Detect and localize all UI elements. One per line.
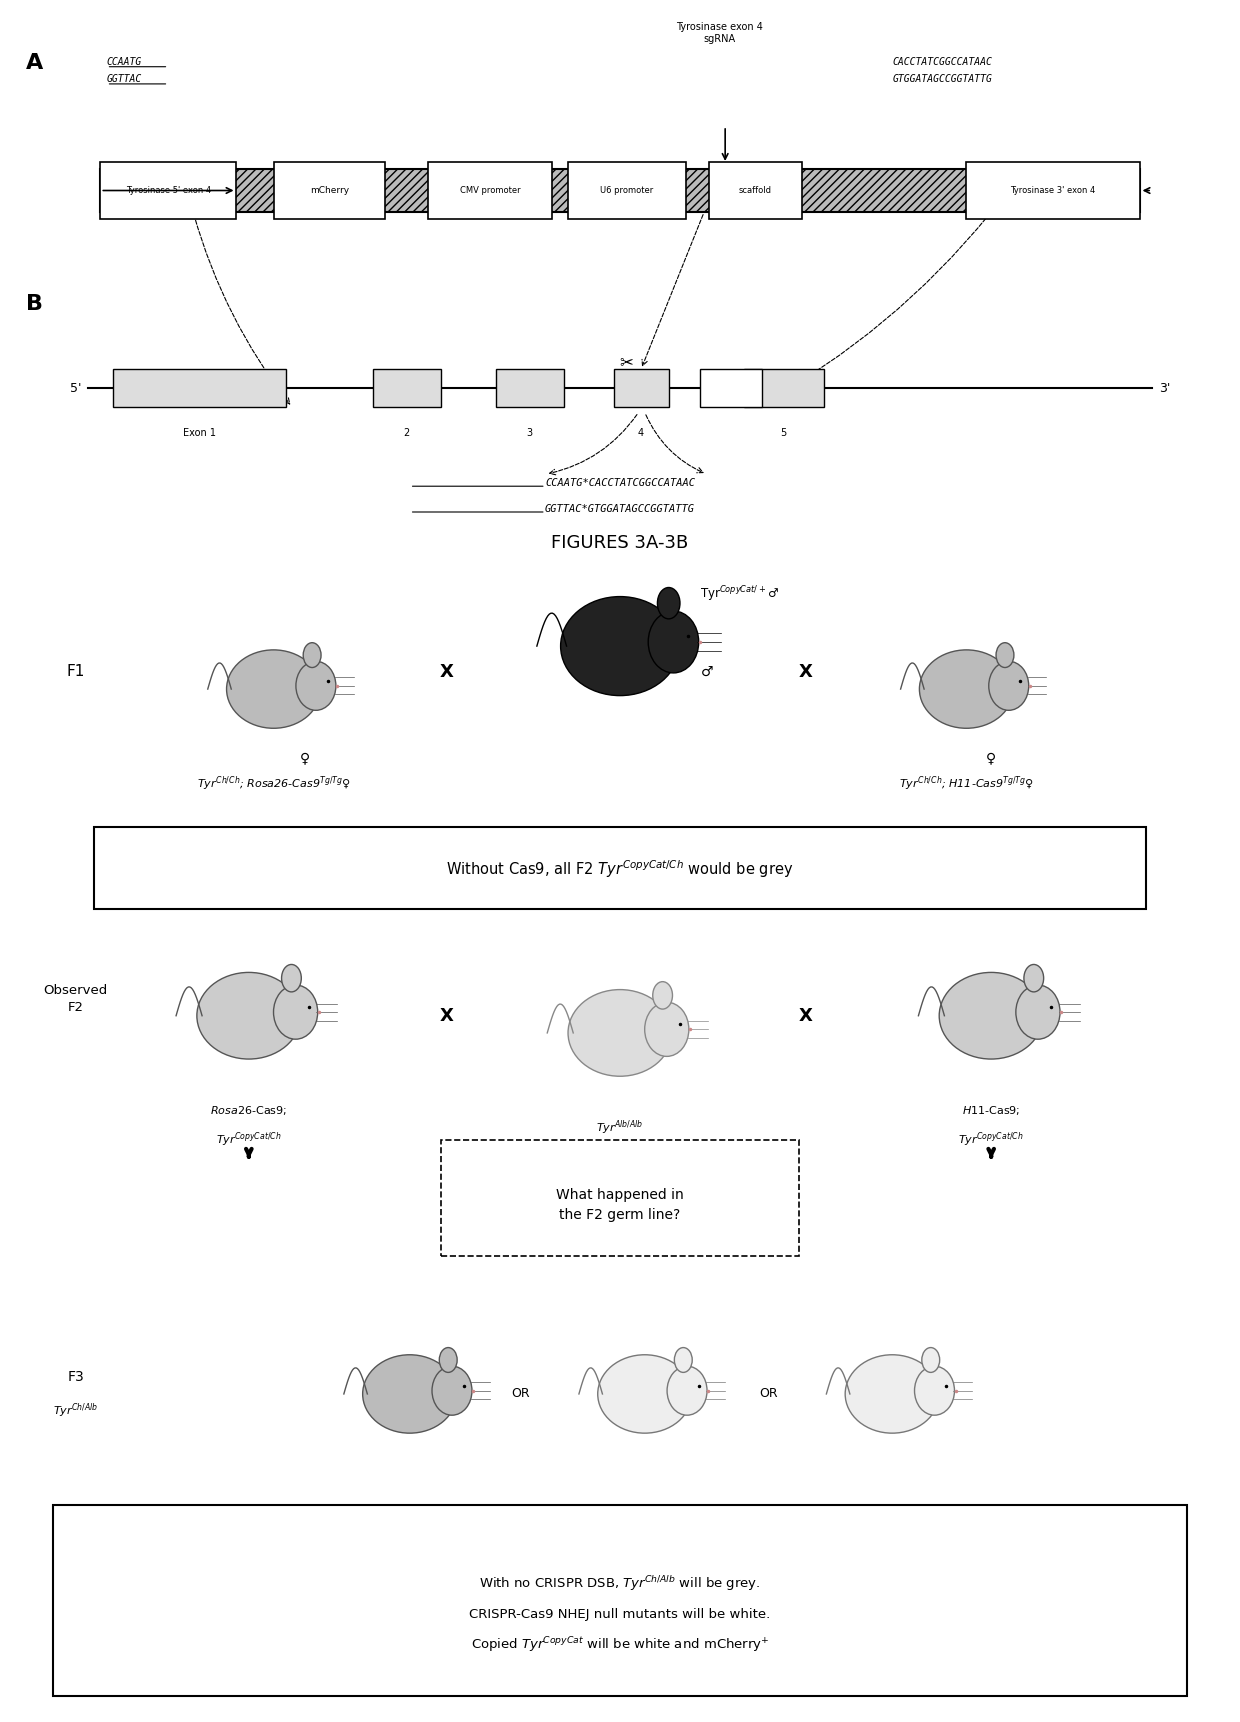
Text: F3: F3: [67, 1369, 84, 1384]
Text: CACCTATCGGCCATAAC: CACCTATCGGCCATAAC: [893, 57, 992, 67]
Ellipse shape: [988, 661, 1029, 709]
Text: Tyr$^{Ch/Alb}$: Tyr$^{Ch/Alb}$: [53, 1402, 98, 1421]
Ellipse shape: [939, 973, 1043, 1059]
FancyBboxPatch shape: [568, 162, 686, 219]
Ellipse shape: [919, 649, 1013, 728]
Text: OR: OR: [512, 1388, 531, 1400]
Ellipse shape: [432, 1366, 472, 1415]
Text: A: A: [26, 53, 43, 72]
Text: CRISPR-Cas9 NHEJ null mutants will be white.: CRISPR-Cas9 NHEJ null mutants will be wh…: [470, 1608, 770, 1620]
Ellipse shape: [281, 964, 301, 992]
Text: FIGURES 3A-3B: FIGURES 3A-3B: [552, 534, 688, 553]
FancyBboxPatch shape: [701, 369, 763, 406]
FancyBboxPatch shape: [966, 162, 1140, 219]
Ellipse shape: [362, 1355, 456, 1433]
Ellipse shape: [227, 649, 321, 728]
Ellipse shape: [304, 642, 321, 668]
Text: ♂: ♂: [701, 665, 713, 678]
Text: CCAATG: CCAATG: [107, 57, 141, 67]
Text: X: X: [799, 663, 812, 680]
Text: mCherry: mCherry: [310, 186, 348, 195]
FancyBboxPatch shape: [440, 1140, 800, 1257]
Ellipse shape: [296, 661, 336, 709]
Text: Tyr$^{Alb/Alb}$: Tyr$^{Alb/Alb}$: [596, 1118, 644, 1137]
Text: $Tyr^{Ch/Ch}$; H11-Cas9$^{Tg/Tg}$♀: $Tyr^{Ch/Ch}$; H11-Cas9$^{Tg/Tg}$♀: [899, 775, 1034, 792]
Text: scaffold: scaffold: [739, 186, 773, 195]
Text: 3: 3: [527, 427, 533, 437]
Text: Tyr$^{CopyCat/Ch}$: Tyr$^{CopyCat/Ch}$: [216, 1130, 281, 1149]
Ellipse shape: [598, 1355, 692, 1433]
Text: ✂: ✂: [619, 353, 634, 372]
Ellipse shape: [1016, 985, 1060, 1038]
Text: Tyrosinase 3' exon 4: Tyrosinase 3' exon 4: [1011, 186, 1096, 195]
Text: Tyrosinase 5' exon 4: Tyrosinase 5' exon 4: [125, 186, 211, 195]
FancyBboxPatch shape: [709, 162, 802, 219]
Ellipse shape: [560, 596, 680, 696]
Text: Tyr$^{CopyCat/Ch}$: Tyr$^{CopyCat/Ch}$: [959, 1130, 1024, 1149]
Text: GTGGATAGCCGGTATTG: GTGGATAGCCGGTATTG: [893, 74, 992, 84]
Ellipse shape: [1024, 964, 1044, 992]
Text: Copied $\it{Tyr}$$^{CopyCat}$ will be white and mCherry$^{+}$: Copied $\it{Tyr}$$^{CopyCat}$ will be wh…: [471, 1636, 769, 1655]
FancyBboxPatch shape: [274, 162, 384, 219]
FancyBboxPatch shape: [428, 162, 552, 219]
FancyBboxPatch shape: [100, 169, 1140, 212]
FancyBboxPatch shape: [53, 1505, 1187, 1696]
FancyBboxPatch shape: [496, 369, 564, 406]
Text: GGTTAC*GTGGATAGCCGGTATTG: GGTTAC*GTGGATAGCCGGTATTG: [546, 503, 694, 513]
Ellipse shape: [915, 1366, 955, 1415]
Text: X: X: [440, 1007, 454, 1025]
Text: CCAATG*CACCTATCGGCCATAAC: CCAATG*CACCTATCGGCCATAAC: [546, 477, 694, 487]
Text: Observed
F2: Observed F2: [43, 983, 108, 1014]
Ellipse shape: [439, 1348, 458, 1372]
Ellipse shape: [657, 587, 680, 618]
Ellipse shape: [274, 985, 317, 1038]
Ellipse shape: [921, 1348, 940, 1372]
Text: F1: F1: [67, 665, 84, 680]
Text: 3': 3': [1158, 382, 1171, 394]
Text: 5: 5: [780, 427, 786, 437]
Ellipse shape: [645, 1002, 689, 1056]
FancyBboxPatch shape: [614, 369, 670, 406]
Text: 2: 2: [403, 427, 409, 437]
Text: OR: OR: [759, 1388, 777, 1400]
FancyBboxPatch shape: [100, 162, 237, 219]
Text: With no CRISPR DSB, $\it{Tyr}$$^{Ch/Alb}$ will be grey.: With no CRISPR DSB, $\it{Tyr}$$^{Ch/Alb}…: [480, 1574, 760, 1593]
Ellipse shape: [568, 990, 672, 1076]
Ellipse shape: [649, 611, 698, 673]
Ellipse shape: [667, 1366, 707, 1415]
Text: CMV promoter: CMV promoter: [460, 186, 521, 195]
Text: What happened in
the F2 germ line?: What happened in the F2 germ line?: [556, 1188, 684, 1221]
Ellipse shape: [846, 1355, 939, 1433]
Text: Tyr$^{CopyCat/+}$♂: Tyr$^{CopyCat/+}$♂: [701, 585, 780, 604]
Text: 5': 5': [69, 382, 82, 394]
Ellipse shape: [675, 1348, 692, 1372]
Text: Tyrosinase exon 4
sgRNA: Tyrosinase exon 4 sgRNA: [676, 22, 763, 43]
Text: FIGURE 4: FIGURE 4: [582, 1674, 658, 1691]
Text: ♀: ♀: [299, 751, 310, 765]
Text: X: X: [440, 663, 454, 680]
Text: $Tyr^{Ch/Ch}$; Rosa26-Cas9$^{Tg/Tg}$♀: $Tyr^{Ch/Ch}$; Rosa26-Cas9$^{Tg/Tg}$♀: [197, 775, 351, 792]
FancyBboxPatch shape: [372, 369, 440, 406]
Ellipse shape: [197, 973, 301, 1059]
Ellipse shape: [652, 982, 672, 1009]
Text: ♀: ♀: [986, 751, 996, 765]
FancyBboxPatch shape: [113, 369, 286, 406]
Text: $\it{H11}$-Cas9;: $\it{H11}$-Cas9;: [962, 1104, 1021, 1118]
Text: B: B: [26, 294, 43, 313]
Text: X: X: [799, 1007, 812, 1025]
Ellipse shape: [996, 642, 1014, 668]
Text: U6 promoter: U6 promoter: [600, 186, 653, 195]
FancyBboxPatch shape: [94, 827, 1146, 909]
Text: Without Cas9, all F2 $Tyr^{CopyCat/Ch}$ would be grey: Without Cas9, all F2 $Tyr^{CopyCat/Ch}$ …: [446, 859, 794, 880]
Text: $\it{Rosa26}$-Cas9;: $\it{Rosa26}$-Cas9;: [211, 1104, 288, 1118]
FancyBboxPatch shape: [744, 369, 825, 406]
Text: Ch: Ch: [725, 384, 738, 393]
Text: 4: 4: [637, 427, 644, 437]
Text: GGTTAC: GGTTAC: [107, 74, 141, 84]
Text: Exon 1: Exon 1: [182, 427, 216, 437]
